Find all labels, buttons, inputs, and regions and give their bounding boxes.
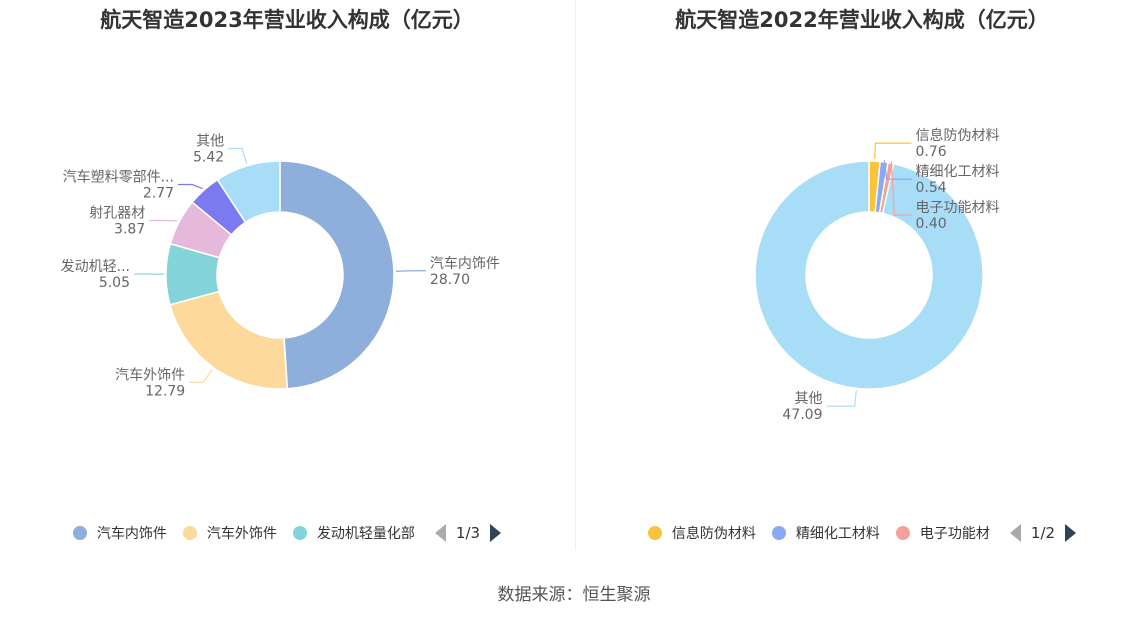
slice-name-label: 信息防伪材料 <box>916 127 1000 144</box>
legend-marker <box>292 526 307 540</box>
label-leader-line <box>189 368 213 383</box>
prev-page-icon[interactable] <box>434 524 446 542</box>
label-leader-line <box>874 142 912 160</box>
legend-label: 汽车外饰件 <box>206 526 277 542</box>
slice-value-label: 0.76 <box>916 144 947 160</box>
label-leader-line <box>890 161 912 216</box>
legend: 信息防伪材料 精细化工材料 电子功能材 1/2 <box>575 518 1148 548</box>
slice-value-label: 3.87 <box>114 222 145 238</box>
label-leader-line <box>826 390 857 407</box>
legend-item[interactable]: 发动机轻量化部 <box>292 523 415 543</box>
legend-pager: 1/2 <box>1009 524 1077 542</box>
panel-divider <box>575 0 576 550</box>
pie-slice[interactable] <box>169 290 289 390</box>
slice-value-label: 12.79 <box>145 383 185 399</box>
legend-item[interactable]: 汽车内饰件 <box>72 523 167 543</box>
legend-pager: 1/3 <box>434 524 502 542</box>
slice-name-label: 发动机轻... <box>61 259 130 275</box>
legend-label: 电子功能材 <box>919 526 990 542</box>
slice-value-label: 5.42 <box>193 150 224 166</box>
label-leader-line <box>178 183 203 190</box>
legend-label: 信息防伪材料 <box>671 526 756 542</box>
slice-value-label: 0.54 <box>916 180 947 196</box>
next-page-icon[interactable] <box>1065 524 1077 542</box>
slice-name-label: 精细化工材料 <box>916 164 1000 180</box>
legend-page-indicator: 1/3 <box>455 524 481 542</box>
label-leader-line <box>883 159 912 180</box>
slice-name-label: 其他 <box>795 391 823 407</box>
legend: 汽车内饰件 汽车外饰件 发动机轻量化部 1/3 <box>0 518 574 548</box>
pie-slice[interactable] <box>216 160 281 224</box>
legend-marker <box>182 526 197 540</box>
pie-slice[interactable] <box>754 160 984 390</box>
slice-value-label: 28.70 <box>430 272 470 288</box>
next-page-icon[interactable] <box>490 524 502 542</box>
slice-value-label: 5.05 <box>99 275 130 291</box>
legend-page-indicator: 1/2 <box>1030 524 1056 542</box>
chart-title: 航天智造2023年营业收入构成（亿元） <box>100 8 474 32</box>
legend-marker <box>647 526 662 540</box>
slice-name-label: 汽车外饰件 <box>115 366 185 383</box>
chart-title: 航天智造2022年营业收入构成（亿元） <box>675 8 1049 32</box>
slice-name-label: 电子功能材料 <box>916 200 1000 216</box>
legend-item[interactable]: 电子功能材 <box>895 523 990 543</box>
slice-name-label: 射孔器材 <box>89 206 145 222</box>
slice-name-label: 汽车内饰件 <box>430 255 500 272</box>
legend-marker <box>771 526 786 540</box>
legend-label: 汽车内饰件 <box>96 526 167 542</box>
label-leader-line <box>228 147 248 165</box>
legend-item[interactable]: 汽车外饰件 <box>182 523 277 543</box>
chart-panel-2022: 航天智造2022年营业收入构成（亿元） 信息防伪材料 0.76 精细化工材料 0.54… <box>575 0 1148 555</box>
slice-name-label: 其他 <box>196 134 224 150</box>
legend-item[interactable]: 信息防伪材料 <box>647 523 756 543</box>
legend-label: 精细化工材料 <box>795 526 880 542</box>
legend-label: 发动机轻量化部 <box>316 526 415 542</box>
legend-marker <box>72 526 87 540</box>
pie-slice[interactable] <box>279 160 395 390</box>
slice-name-label: 汽车塑料零部件... <box>63 169 174 186</box>
slice-value-label: 2.77 <box>143 186 174 202</box>
legend-marker <box>895 526 910 540</box>
legend-item[interactable]: 精细化工材料 <box>771 523 880 543</box>
chart-panel-2023: 航天智造2023年营业收入构成（亿元） 汽车内饰件 28.70 汽车外饰件 12.79… <box>0 0 574 555</box>
label-leader-line <box>395 270 426 272</box>
data-source-note: 数据来源：恒生聚源 <box>497 585 651 605</box>
slice-value-label: 47.09 <box>782 407 822 423</box>
prev-page-icon[interactable] <box>1009 524 1021 542</box>
slice-value-label: 0.40 <box>916 216 947 232</box>
